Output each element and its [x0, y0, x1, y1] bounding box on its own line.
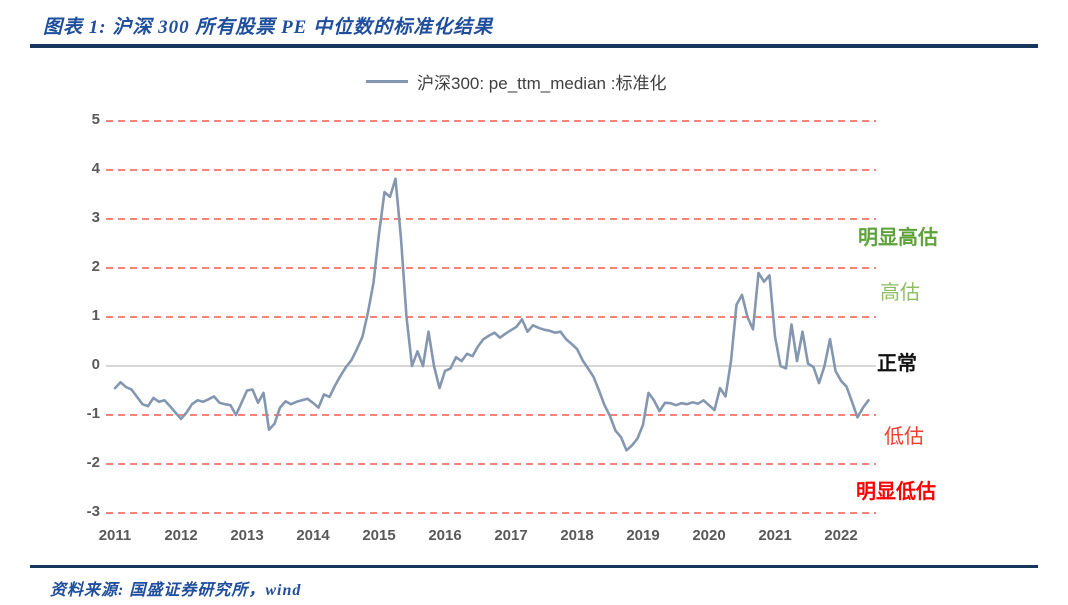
y-axis-tick-label: -3 [86, 503, 100, 520]
y-axis-tick-label: 4 [91, 160, 100, 177]
footer-divider-rule [30, 565, 1038, 568]
x-axis-tick-label: 2018 [560, 527, 594, 544]
y-axis-tick-label: 0 [91, 356, 100, 373]
source-note: 资料来源: 国盛证券研究所，wind [50, 582, 302, 599]
x-axis-tick-label: 2014 [296, 527, 330, 544]
y-axis-tick-label: 2 [91, 258, 100, 275]
legend-line-swatch [366, 80, 408, 83]
x-axis-tick-label: 2019 [626, 527, 660, 544]
y-axis-tick-label: 5 [91, 111, 100, 128]
x-axis-tick-label: 2011 [98, 527, 132, 544]
x-axis-tick-label: 2020 [692, 527, 726, 544]
x-axis-tick-label: 2013 [230, 527, 264, 544]
annotation-overvalued: 高估 [880, 281, 920, 304]
y-axis-tick-label: 1 [91, 307, 100, 324]
legend-label: 沪深300: pe_ttm_median :标准化 [417, 74, 667, 93]
x-axis-tick-label: 2015 [362, 527, 396, 544]
chart-title: 图表 1: 沪深 300 所有股票 PE 中位数的标准化结果 [43, 17, 494, 38]
x-axis-tick-label: 2021 [758, 527, 792, 544]
y-axis-tick-label: -2 [86, 454, 100, 471]
x-axis-tick-label: 2012 [164, 527, 198, 544]
annotation-normal: 正常 [877, 352, 917, 375]
annotation-strongly-overvalued: 明显高估 [858, 226, 938, 249]
x-axis-tick-label: 2022 [824, 527, 858, 544]
x-axis-tick-label: 2017 [494, 527, 528, 544]
x-axis-tick-label: 2016 [428, 527, 462, 544]
y-axis-tick-label: -1 [86, 405, 100, 422]
annotation-strongly-undervalued: 明显低估 [856, 481, 936, 504]
chart-legend: 沪深300: pe_ttm_median :标准化 [366, 69, 666, 94]
series-line [113, 177, 870, 452]
y-axis-tick-label: 3 [91, 209, 100, 226]
title-divider-rule [30, 44, 1038, 48]
annotation-undervalued: 低估 [884, 426, 924, 449]
